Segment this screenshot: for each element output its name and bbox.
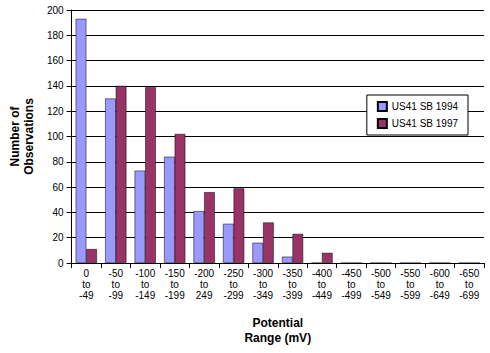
svg-text:to: to xyxy=(318,279,327,290)
svg-text:-250: -250 xyxy=(224,268,244,279)
svg-text:to: to xyxy=(200,279,209,290)
svg-text:Number of: Number of xyxy=(8,105,22,166)
svg-text:-150: -150 xyxy=(165,268,185,279)
svg-text:-499: -499 xyxy=(341,290,361,301)
svg-text:-349: -349 xyxy=(253,290,273,301)
svg-text:-549: -549 xyxy=(371,290,391,301)
svg-text:-200: -200 xyxy=(194,268,214,279)
svg-text:40: 40 xyxy=(52,207,64,218)
svg-text:120: 120 xyxy=(47,106,64,117)
svg-text:60: 60 xyxy=(52,182,64,193)
svg-text:Potential: Potential xyxy=(252,316,303,330)
svg-text:Observations: Observations xyxy=(22,98,36,175)
svg-text:to: to xyxy=(288,279,297,290)
svg-text:249: 249 xyxy=(196,290,213,301)
svg-text:to: to xyxy=(82,279,91,290)
svg-text:-400: -400 xyxy=(312,268,332,279)
svg-text:0: 0 xyxy=(58,258,64,269)
svg-text:-50: -50 xyxy=(109,268,124,279)
svg-text:to: to xyxy=(229,279,238,290)
svg-text:US41 SB 1994: US41 SB 1994 xyxy=(392,101,459,112)
svg-text:-350: -350 xyxy=(283,268,303,279)
svg-text:-500: -500 xyxy=(371,268,391,279)
svg-text:-649: -649 xyxy=(430,290,450,301)
svg-text:to: to xyxy=(171,279,180,290)
svg-text:-299: -299 xyxy=(224,290,244,301)
svg-text:to: to xyxy=(465,279,474,290)
svg-text:-399: -399 xyxy=(283,290,303,301)
svg-text:-600: -600 xyxy=(430,268,450,279)
svg-text:180: 180 xyxy=(47,30,64,41)
svg-text:-199: -199 xyxy=(165,290,185,301)
svg-text:0: 0 xyxy=(84,268,90,279)
svg-text:100: 100 xyxy=(47,131,64,142)
svg-text:80: 80 xyxy=(52,156,64,167)
svg-text:Range (mV): Range (mV) xyxy=(244,331,311,345)
svg-text:-100: -100 xyxy=(135,268,155,279)
svg-text:US41 SB 1997: US41 SB 1997 xyxy=(392,118,459,129)
svg-text:-149: -149 xyxy=(135,290,155,301)
svg-text:-300: -300 xyxy=(253,268,273,279)
svg-text:to: to xyxy=(112,279,121,290)
svg-text:200: 200 xyxy=(47,5,64,16)
svg-text:-650: -650 xyxy=(459,268,479,279)
svg-text:-99: -99 xyxy=(109,290,124,301)
svg-text:-599: -599 xyxy=(400,290,420,301)
svg-text:to: to xyxy=(347,279,356,290)
svg-text:-49: -49 xyxy=(79,290,94,301)
svg-text:to: to xyxy=(406,279,415,290)
svg-text:-450: -450 xyxy=(341,268,361,279)
svg-text:-550: -550 xyxy=(400,268,420,279)
svg-text:-449: -449 xyxy=(312,290,332,301)
svg-text:20: 20 xyxy=(52,232,64,243)
svg-text:160: 160 xyxy=(47,55,64,66)
svg-text:-699: -699 xyxy=(459,290,479,301)
svg-text:to: to xyxy=(436,279,445,290)
svg-text:to: to xyxy=(259,279,268,290)
svg-text:140: 140 xyxy=(47,80,64,91)
svg-text:to: to xyxy=(377,279,386,290)
svg-text:to: to xyxy=(141,279,150,290)
